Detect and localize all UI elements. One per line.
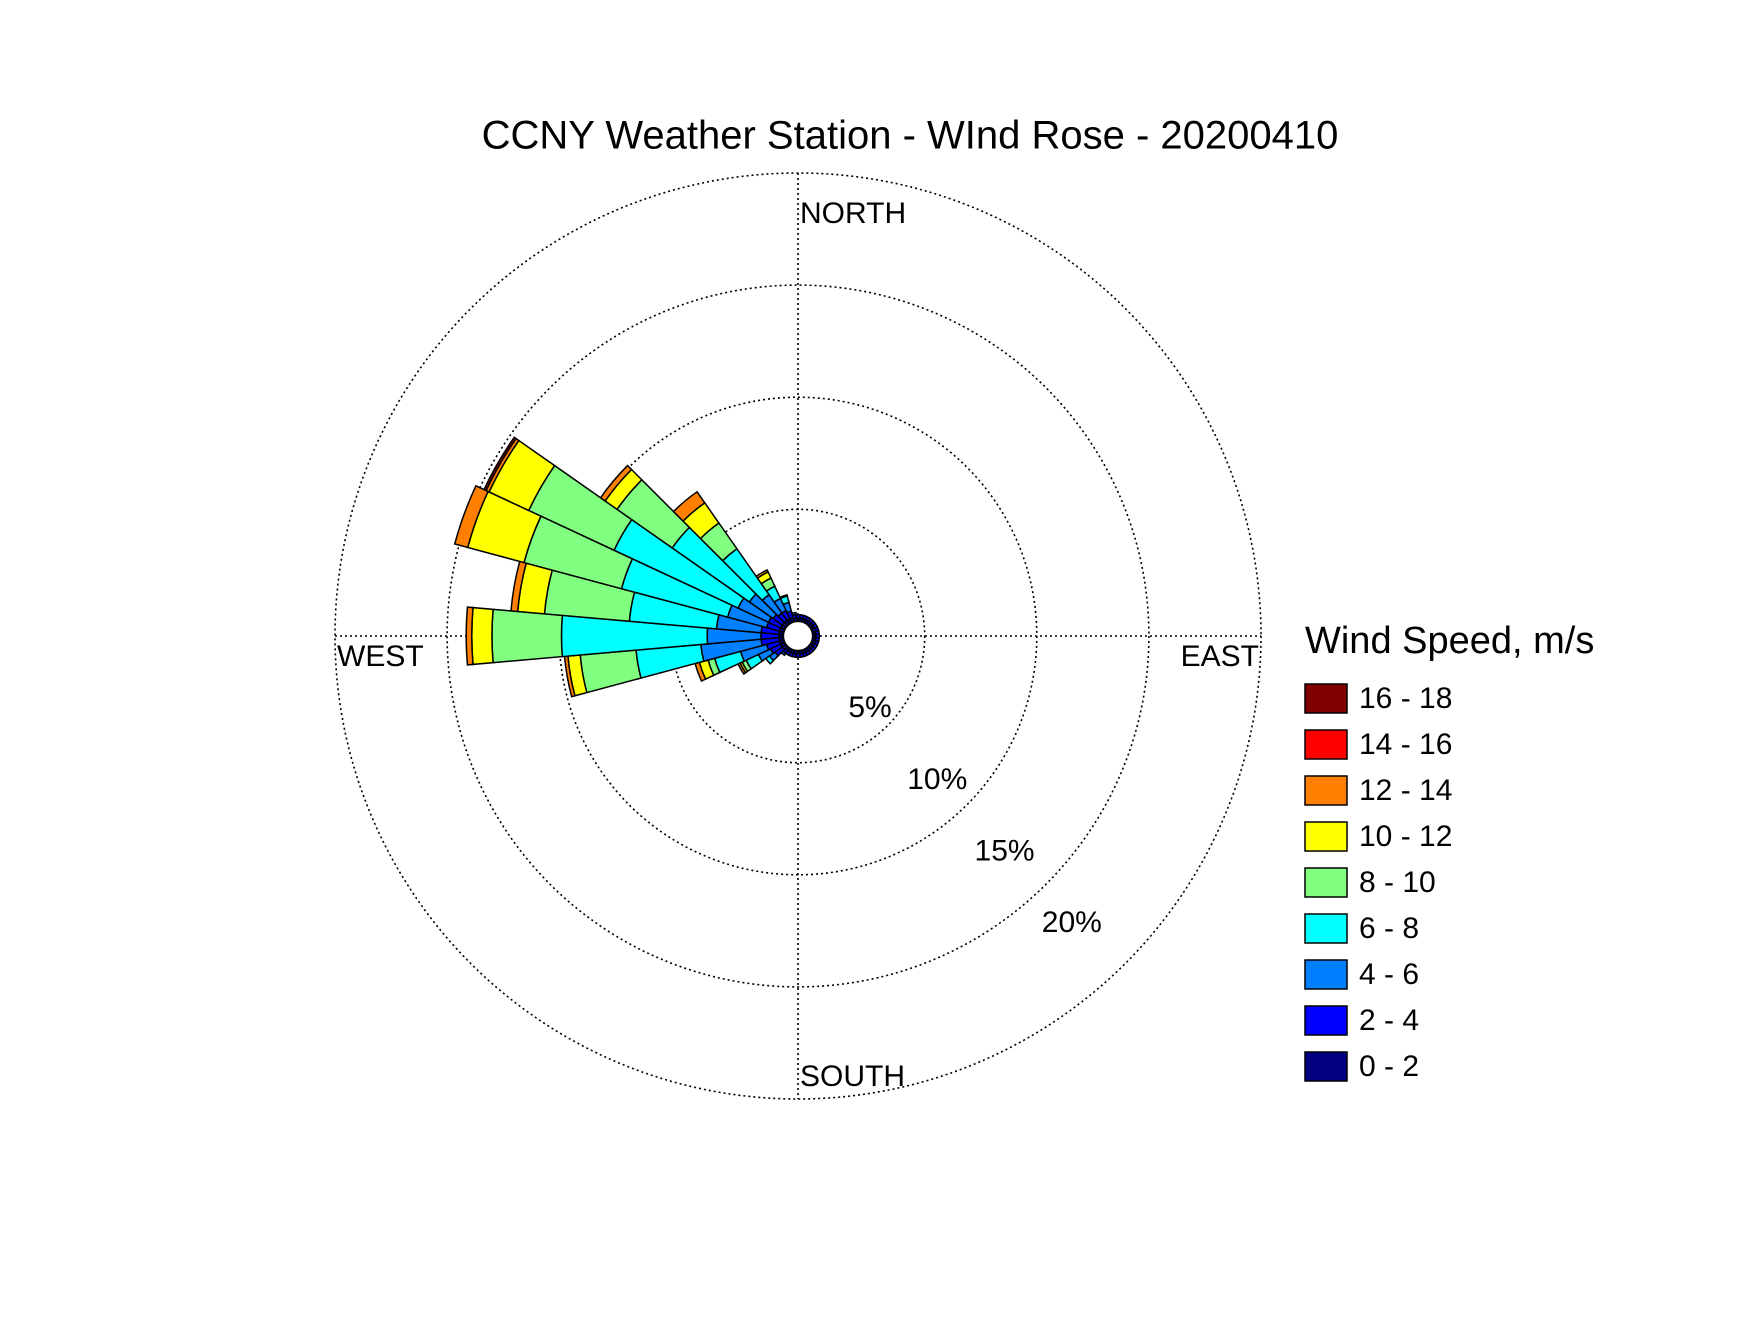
legend-swatch xyxy=(1305,822,1347,851)
legend-swatch xyxy=(1305,684,1347,713)
legend-label: 2 - 4 xyxy=(1359,1004,1419,1037)
legend-label: 12 - 14 xyxy=(1359,774,1452,807)
center-hole xyxy=(783,621,812,650)
legend-label: 4 - 6 xyxy=(1359,958,1419,991)
legend-swatch xyxy=(1305,1052,1347,1081)
legend-swatch xyxy=(1305,914,1347,943)
legend-swatch xyxy=(1305,960,1347,989)
wedge-segment xyxy=(472,608,493,665)
r-tick-label: 10% xyxy=(907,763,967,796)
r-tick-label: 5% xyxy=(848,691,891,724)
legend-label: 14 - 16 xyxy=(1359,728,1452,761)
legend-label: 8 - 10 xyxy=(1359,866,1436,899)
direction-label: WEST xyxy=(337,640,424,673)
wedge-segment xyxy=(580,650,641,692)
legend-label: 0 - 2 xyxy=(1359,1050,1419,1083)
legend-title: Wind Speed, m/s xyxy=(1305,620,1594,662)
r-tick-label: 15% xyxy=(975,834,1035,867)
wedge-segment xyxy=(492,609,562,662)
legend-swatch xyxy=(1305,1006,1347,1035)
direction-label: SOUTH xyxy=(800,1060,905,1093)
wedges xyxy=(455,437,820,696)
direction-label: EAST xyxy=(1181,640,1259,673)
legend-label: 6 - 8 xyxy=(1359,912,1419,945)
legend-swatch xyxy=(1305,776,1347,805)
direction-label: NORTH xyxy=(800,197,906,230)
legend-label: 16 - 18 xyxy=(1359,682,1452,715)
chart-title: CCNY Weather Station - WInd Rose - 20200… xyxy=(482,114,1339,158)
legend-label: 10 - 12 xyxy=(1359,820,1452,853)
legend-swatch xyxy=(1305,868,1347,897)
legend-swatch xyxy=(1305,730,1347,759)
wedge-segment xyxy=(466,607,473,665)
r-tick-label: 20% xyxy=(1042,906,1102,939)
wedge-segment xyxy=(792,613,796,616)
